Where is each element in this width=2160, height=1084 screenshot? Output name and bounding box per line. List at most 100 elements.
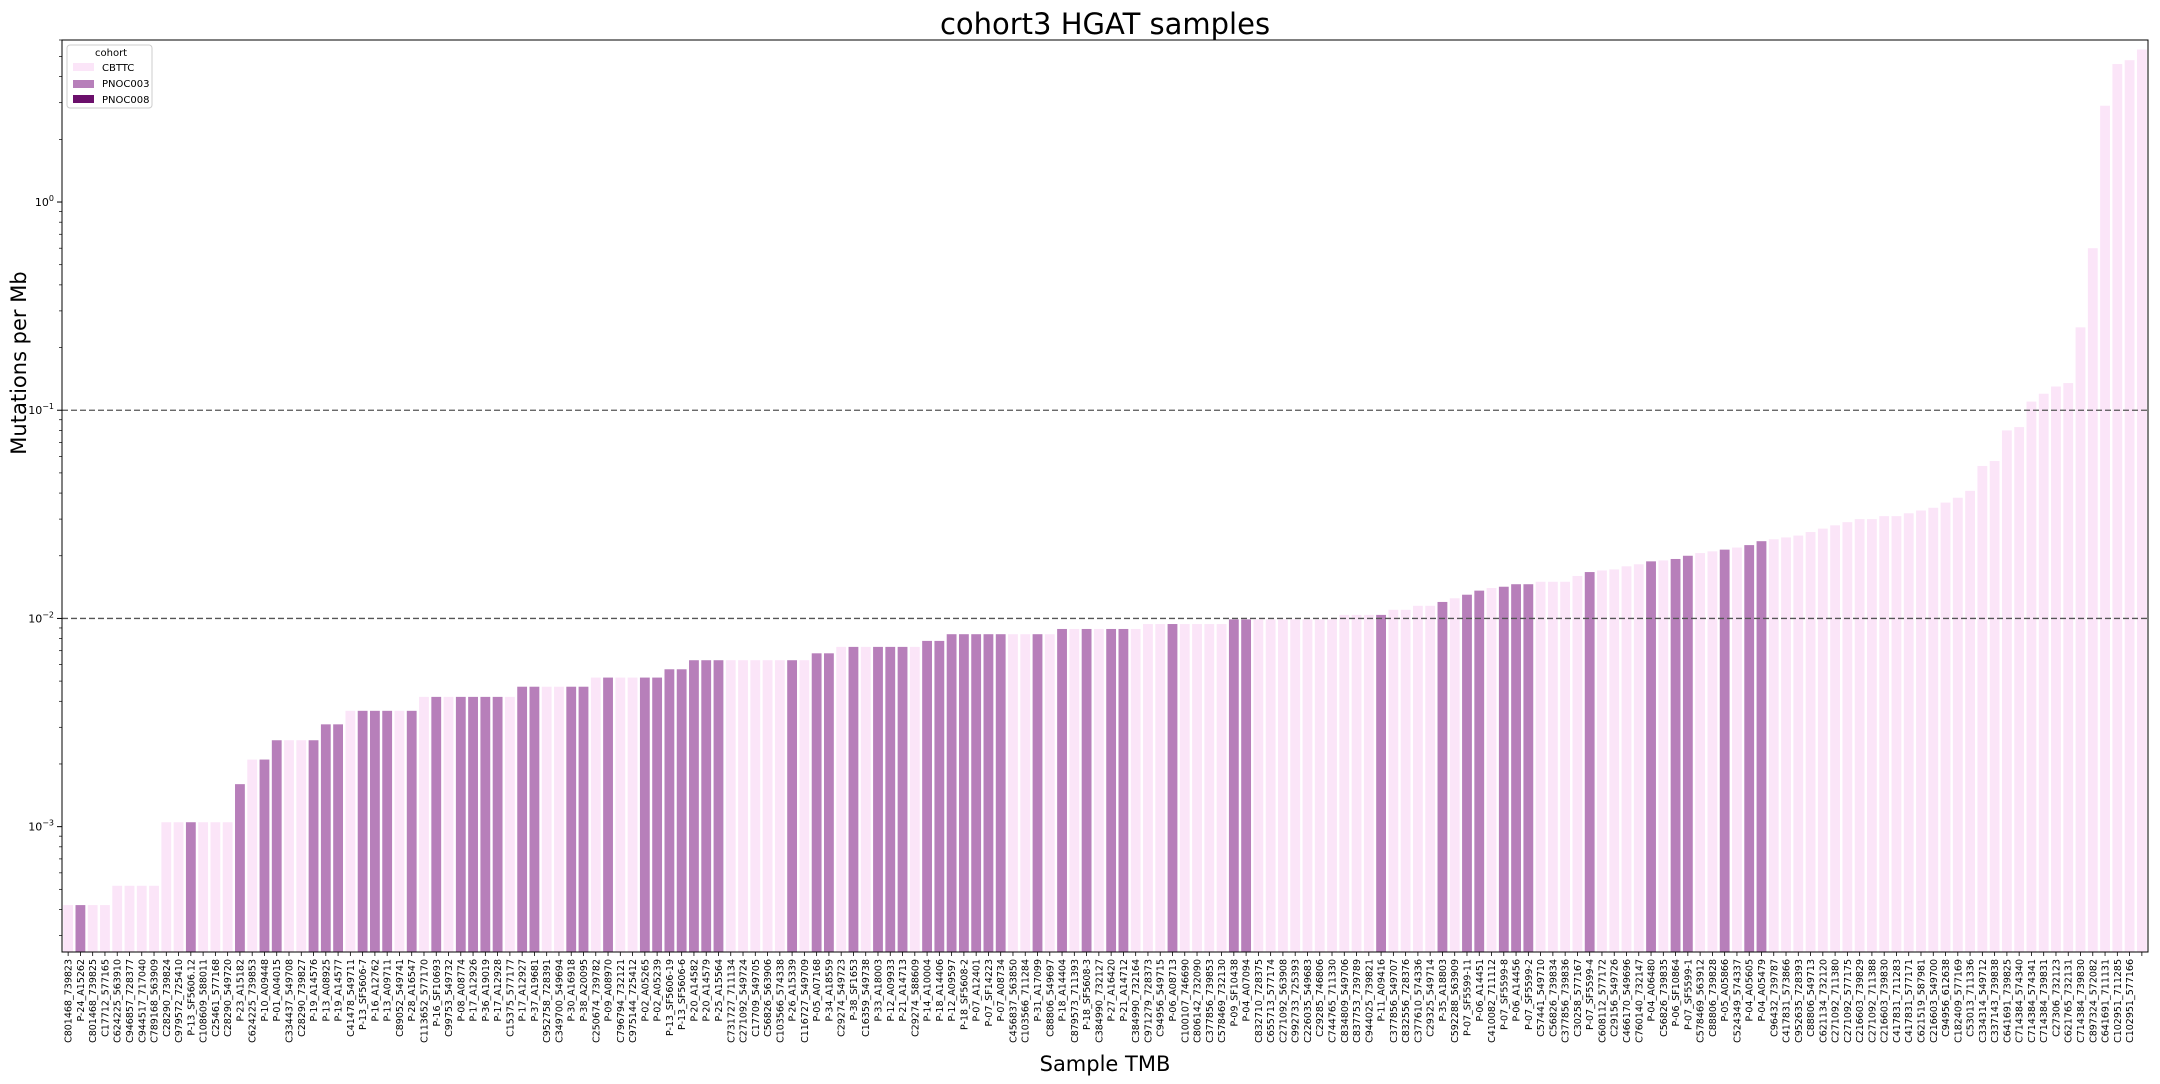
x-tick-label: C621519_587981 [1916, 959, 1927, 1043]
x-tick-label: C466170_549696 [1622, 959, 1633, 1043]
bar-C832556_728376 [1400, 609, 1411, 952]
bar-C832710_728375 [1253, 619, 1264, 952]
reference-lines [62, 409, 2148, 620]
x-tick-label: P-17_A12927 [518, 959, 529, 1022]
bar-C102951_577166 [2124, 60, 2135, 953]
bar-C744765_711330 [1327, 619, 1337, 952]
bar-P-27_A16420 [1106, 628, 1117, 952]
bar-C624225_739853 [247, 759, 258, 952]
bar-C96432_739787 [1768, 539, 1779, 952]
bar-C731727_711134 [725, 660, 736, 952]
legend-label-pnoc003: PNOC003 [102, 79, 149, 90]
bar-P-31_A17099 [1032, 634, 1043, 952]
x-tick-label: C384990_732127 [1094, 959, 1105, 1043]
x-tick-label: C944517_717040 [137, 959, 148, 1043]
bar-P-13_A08925 [320, 724, 331, 952]
bar-P-21_A14712 [1118, 628, 1129, 952]
x-tick-label: P-19_A14577 [334, 959, 345, 1022]
x-tick-label: P-16_A12762 [370, 959, 381, 1022]
bar-C714384_739830 [2075, 327, 2086, 952]
x-tick-label: C226035_549683 [1303, 959, 1314, 1043]
x-tick-label: P-07_A08734 [996, 959, 1007, 1022]
x-tick-label: C944025_739821 [1364, 959, 1375, 1043]
x-tick-label: C88806_739828 [1708, 959, 1719, 1037]
x-tick-label: C116727_549709 [800, 959, 811, 1043]
x-tick-label: P-06_A14456 [1512, 959, 1523, 1022]
x-tick-label: C271092_549724 [739, 959, 750, 1043]
x-tick-label: C28290_549720 [223, 959, 234, 1037]
x-tick-label: C99753_549732 [444, 959, 455, 1037]
x-tick-label: P-18_A14404 [1058, 959, 1069, 1022]
x-tick-label: C271092_711380 [1831, 959, 1842, 1043]
x-tick-label: C410082_711112 [1487, 959, 1498, 1043]
x-tick-label: C744765_711330 [1328, 959, 1339, 1043]
x-tick-label: C789168_563909 [150, 959, 161, 1043]
bar-P-07_SF5599-1 [1682, 555, 1693, 952]
bars-layer [63, 49, 2147, 953]
bar-C944025_739821 [1363, 614, 1374, 952]
bar-P-12_A09597 [946, 634, 957, 952]
bar-P-06_A08713 [1167, 624, 1178, 952]
bar-P-14_A10004 [922, 640, 932, 952]
bar-P-19_A14577 [333, 724, 343, 952]
bar-P-13_A09711 [382, 710, 393, 952]
bar-C41478_549711 [345, 710, 356, 952]
x-tick-label: P-13_SF5606-7 [358, 959, 369, 1030]
legend-swatch-pnoc008 [73, 95, 94, 103]
bar-P-02_A05265 [639, 677, 650, 952]
bar-C621765_732131 [2063, 383, 2074, 953]
x-tick-label: P-13_SF5606-19 [665, 959, 676, 1036]
bar-P-18_SF5608-2 [958, 634, 969, 952]
x-tick-label: P-07_SF5599-11 [1462, 959, 1473, 1036]
bar-C801468_739823 [63, 905, 74, 952]
x-tick-label: P-27_A16420 [1107, 959, 1118, 1022]
bar-P-04_A07094 [1241, 619, 1252, 952]
x-tick-label: P-34_A18559 [824, 959, 835, 1022]
x-tick-label: C714384_739830 [2076, 959, 2087, 1043]
x-tick-label: C760140_732147 [1634, 959, 1645, 1043]
x-tick-label: P-17_A12926 [469, 959, 480, 1022]
x-tick-label: P-21_A14713 [898, 959, 909, 1022]
bar-C801468_739825 [87, 905, 98, 952]
bar-P-18_A14404 [1057, 628, 1067, 952]
x-tick-label: C796794_732121 [616, 959, 627, 1043]
bar-P-06_SF10864 [1670, 558, 1681, 952]
x-tick-label: C334314_549712 [1978, 959, 1989, 1043]
x-tick-label: P-37_A19681 [530, 959, 541, 1022]
bar-P-17_A12926 [468, 696, 478, 952]
bar-P-12_A09933 [885, 646, 896, 952]
x-tick-label: P-21_A14712 [1119, 959, 1130, 1022]
x-tick-label: P-06_SF10864 [1671, 959, 1682, 1027]
bar-C624225_563910 [112, 885, 123, 952]
x-tick-label: P-04_A05479 [1757, 959, 1768, 1022]
x-tick-label: C979572_725410 [174, 959, 185, 1043]
x-tick-label: P-07_SF14223 [984, 959, 995, 1027]
bar-C88806_549713 [1805, 532, 1816, 952]
x-tick-label: P-17_A12928 [493, 959, 504, 1022]
bar-P-11_A09416 [1376, 614, 1386, 952]
x-tick-label: P-05_A05866 [1720, 959, 1731, 1022]
x-tick-label: C53013_711336 [1966, 959, 1977, 1037]
bar-C271092_711380 [1830, 525, 1841, 952]
bar-C837753_739789 [1351, 614, 1362, 952]
bar-P-26_A15339 [787, 660, 798, 952]
x-tick-label: C28290_739827 [297, 959, 308, 1037]
x-tick-label: C28290_739824 [162, 959, 173, 1037]
bar-C946857_728377 [124, 885, 135, 952]
bar-C16359_549738 [860, 646, 871, 952]
bar-P-19_A14576 [308, 740, 319, 952]
x-tick-label: P-07_SF5599-1 [1683, 959, 1694, 1030]
bar-P-13_SF5606-19 [664, 669, 675, 952]
x-tick-label: P-01_A04015 [272, 959, 283, 1022]
bar-C57441_549710 [1535, 581, 1546, 952]
x-tick-label: C56826_739835 [1659, 959, 1670, 1037]
x-tick-label: P-12_A09933 [886, 959, 897, 1022]
x-tick-label: P-20_A14582 [689, 959, 700, 1022]
bar-P-33_A18003 [873, 646, 883, 952]
x-tick-label: C524349_574337 [1732, 959, 1743, 1043]
x-tick-label: C714384_739831 [2039, 959, 2050, 1043]
x-tick-label: C832556_728376 [1401, 959, 1412, 1043]
bar-C944517_717040 [136, 885, 147, 952]
bar-C100107_746690 [1179, 624, 1190, 952]
